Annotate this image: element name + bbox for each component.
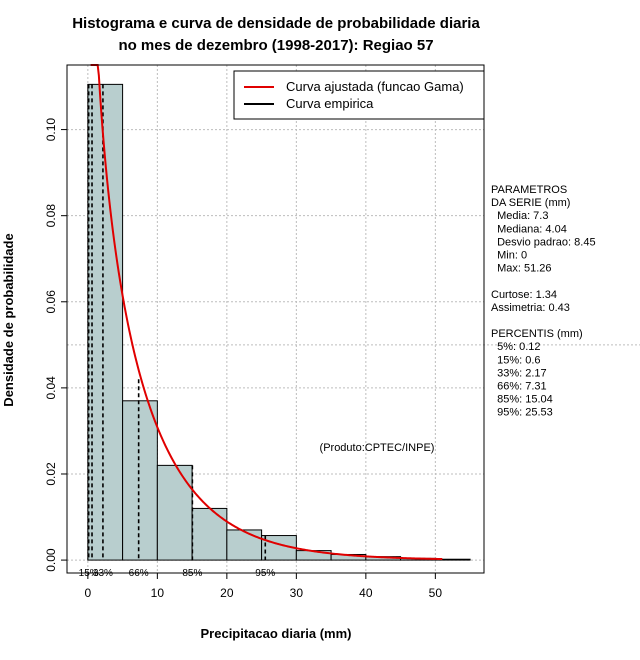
histogram-bar-3 (191, 507, 228, 561)
x-tick-label-5: 50 (429, 586, 443, 600)
stats-line-5: Min: 0 (491, 250, 527, 262)
legend-gamma-label: Curva ajustada (funcao Gama) (286, 79, 464, 94)
stats-line-14: 33%: 2.17 (491, 367, 547, 379)
percentile-lines: 15%33% 66% 85% 95% (79, 84, 275, 579)
y-tick-label-1: 0.02 (44, 462, 58, 486)
stats-line-1: DA SERIE (mm) (491, 197, 570, 209)
percentile-label-0: 15% (79, 568, 99, 579)
percentile-label-4: 85% (182, 568, 202, 579)
percentile-label-3: 66% (129, 568, 149, 579)
x-tick-label-3: 30 (290, 586, 304, 600)
y-tick-label-0: 0.00 (44, 548, 58, 572)
legend-box (233, 70, 485, 120)
stats-line-2: Media: 7.3 (491, 210, 548, 222)
stats-line-15: 66%: 7.31 (491, 381, 547, 393)
histogram-bars (87, 83, 471, 561)
y-tick-label-2: 0.04 (44, 376, 58, 400)
stats-line-4: Desvio padrao: 8.45 (491, 236, 596, 248)
histogram-bar-2 (156, 464, 193, 561)
chart-title-line1: Histograma e curva de densidade de proba… (72, 15, 480, 32)
plot-frame (66, 64, 485, 574)
y-tick-label-5: 0.10 (44, 118, 58, 142)
stats-line-12: 5%: 0.12 (491, 341, 541, 353)
y-tick-label-4: 0.08 (44, 204, 58, 228)
y-axis-label: Densidade de probabilidade (1, 233, 16, 406)
axes: 0 10 20 30 40 50 0.00 0.02 0.04 0.06 0.08 0.10 (44, 64, 485, 600)
gamma-curve (90, 64, 443, 561)
percentile-label-5: 95% (255, 568, 275, 579)
chart-title-line2: no mes de dezembro (1998-2017): Regiao 5… (118, 37, 433, 54)
legend-empirical-label: Curva empirica (286, 96, 374, 111)
gamma-curve-group (90, 64, 443, 561)
stats-line-9: Assimetria: 0.43 (491, 302, 570, 314)
stats-line-8: Curtose: 1.34 (491, 289, 557, 301)
stats-line-3: Mediana: 4.04 (491, 223, 567, 235)
stats-line-0: PARAMETROS (491, 184, 567, 196)
x-tick-label-2: 20 (220, 586, 234, 600)
x-tick-label-1: 10 (151, 586, 165, 600)
x-tick-label-0: 0 (85, 586, 92, 600)
stats-line-11: PERCENTIS (mm) (491, 328, 583, 340)
histogram-bar-4 (226, 529, 263, 561)
stats-line-13: 15%: 0.6 (491, 354, 541, 366)
histogram-bar-1 (122, 400, 158, 561)
legend: Curva ajustada (funcao Gama) Curva empir… (233, 70, 485, 120)
percentile-label-2: 33% (93, 568, 113, 579)
x-tick-label-4: 40 (359, 586, 373, 600)
stats-line-16: 85%: 15.04 (491, 394, 553, 406)
stats-line-6: Max: 51.26 (491, 263, 552, 275)
source-annotation: (Produto:CPTEC/INPE) (320, 442, 435, 454)
x-axis-label: Precipitacao diaria (mm) (201, 626, 352, 641)
y-tick-label-3: 0.06 (44, 290, 58, 314)
stats-line-17: 95%: 25.53 (491, 407, 553, 419)
